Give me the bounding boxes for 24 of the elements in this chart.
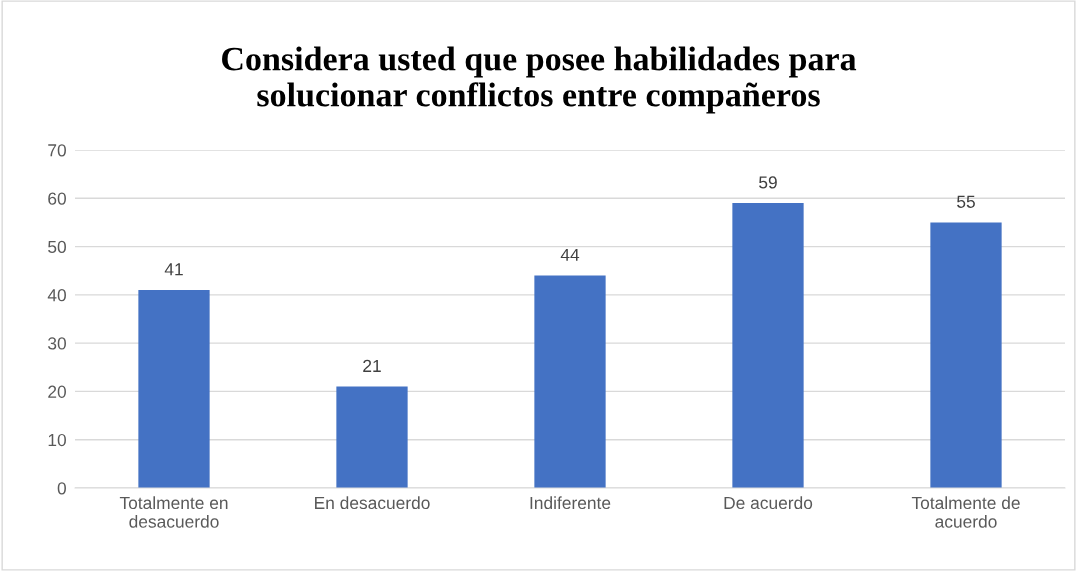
y-tick-label: 0 bbox=[57, 482, 66, 495]
y-tick-label: 60 bbox=[48, 192, 66, 205]
bar bbox=[930, 222, 1002, 488]
data-label: 41 bbox=[164, 263, 183, 276]
bar bbox=[138, 290, 210, 488]
y-tick-label: 30 bbox=[48, 337, 66, 350]
x-tick-label: Indiferente bbox=[530, 496, 611, 510]
data-label: 44 bbox=[560, 248, 580, 261]
y-tick-label: 10 bbox=[48, 433, 66, 447]
data-label: 21 bbox=[363, 359, 381, 372]
x-tick-label: En desacuerdo bbox=[315, 496, 430, 510]
x-tick-label: Totalmente en desacuerdo bbox=[119, 496, 228, 528]
chart-title: Considera usted que posee habilidades para solucionar conflictos entre compañeros bbox=[222, 46, 857, 114]
y-tick-label: 50 bbox=[48, 240, 66, 254]
bar bbox=[534, 275, 606, 488]
x-tick-label: Totalmente de acuerdo bbox=[911, 496, 1020, 528]
bar bbox=[732, 203, 804, 488]
bar bbox=[336, 386, 408, 488]
y-tick-label: 20 bbox=[48, 385, 66, 398]
data-label: 55 bbox=[957, 195, 975, 208]
y-tick-label: 70 bbox=[48, 144, 66, 157]
x-tick-label: De acuerdo bbox=[724, 496, 813, 510]
data-label: 59 bbox=[759, 176, 777, 189]
y-tick-label: 40 bbox=[47, 289, 66, 302]
